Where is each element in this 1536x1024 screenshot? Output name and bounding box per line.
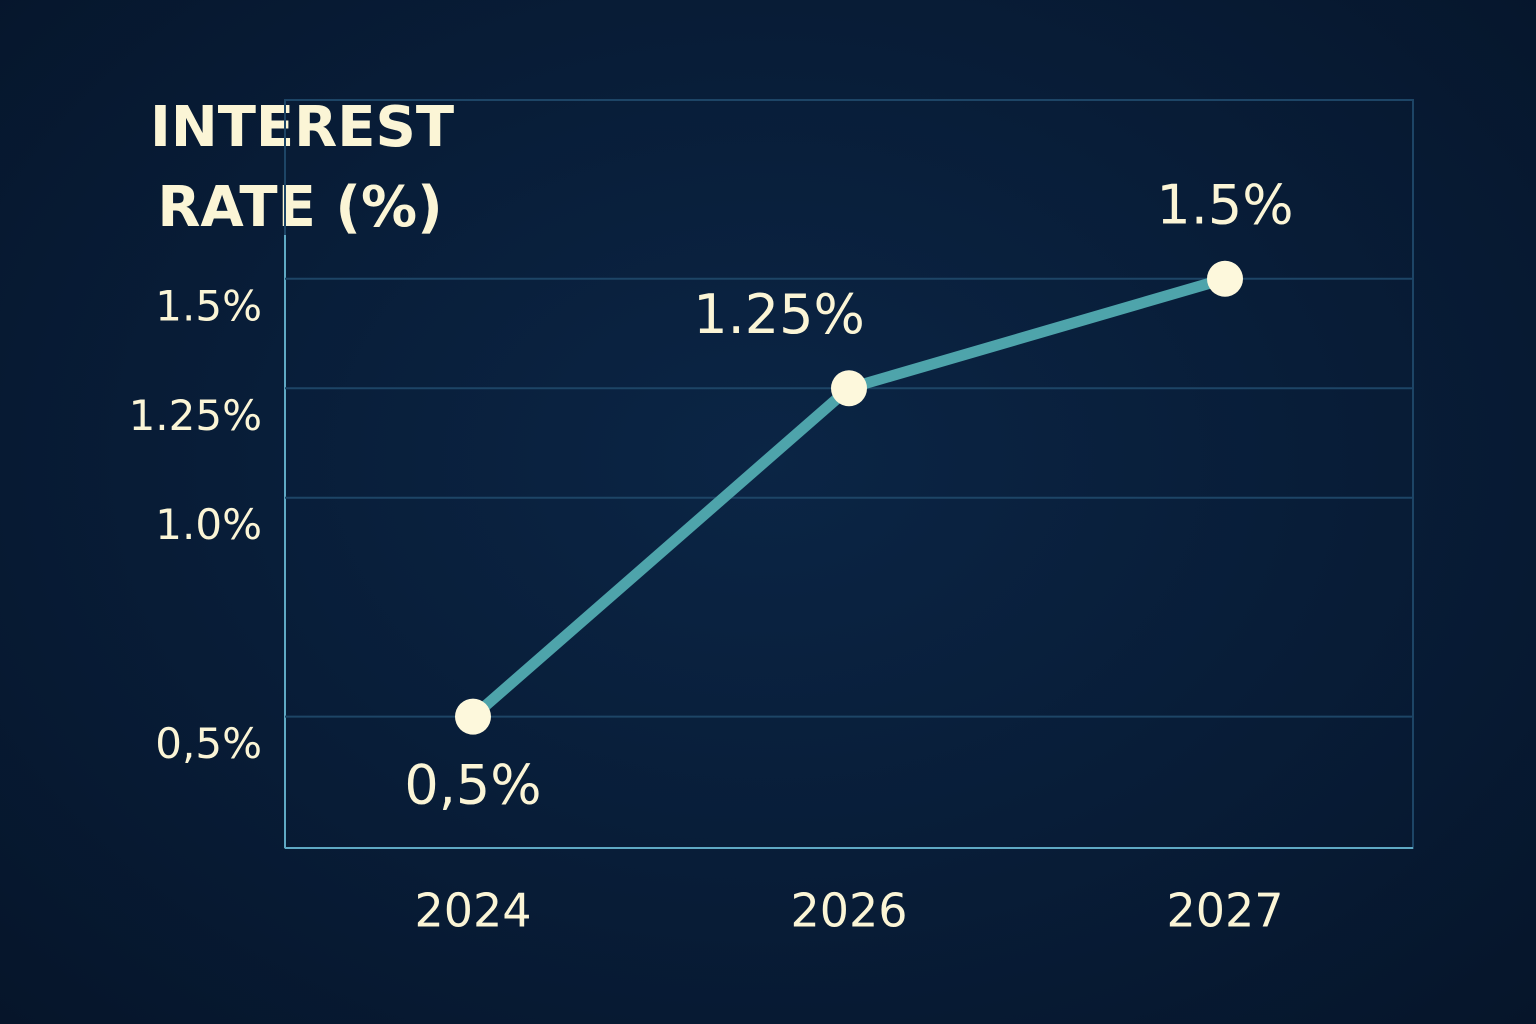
x-tick-label: 2024: [414, 884, 531, 938]
x-tick-label: 2027: [1166, 884, 1283, 938]
x-tick-label: 2026: [790, 884, 907, 938]
y-axis-title: INTEREST RATE (%): [150, 95, 455, 240]
y-tick-label: 1.25%: [129, 391, 262, 440]
y-tick-label: 0,5%: [155, 719, 262, 768]
y-tick-label: 1.5%: [155, 281, 262, 330]
y-tick-label: 1.0%: [155, 500, 262, 549]
data-point: [455, 698, 491, 735]
data-point: [831, 370, 867, 407]
data-point: [1207, 260, 1243, 297]
data-label: 1.5%: [1156, 173, 1293, 236]
data-label: 0,5%: [404, 753, 541, 816]
data-label: 1.25%: [693, 283, 865, 346]
